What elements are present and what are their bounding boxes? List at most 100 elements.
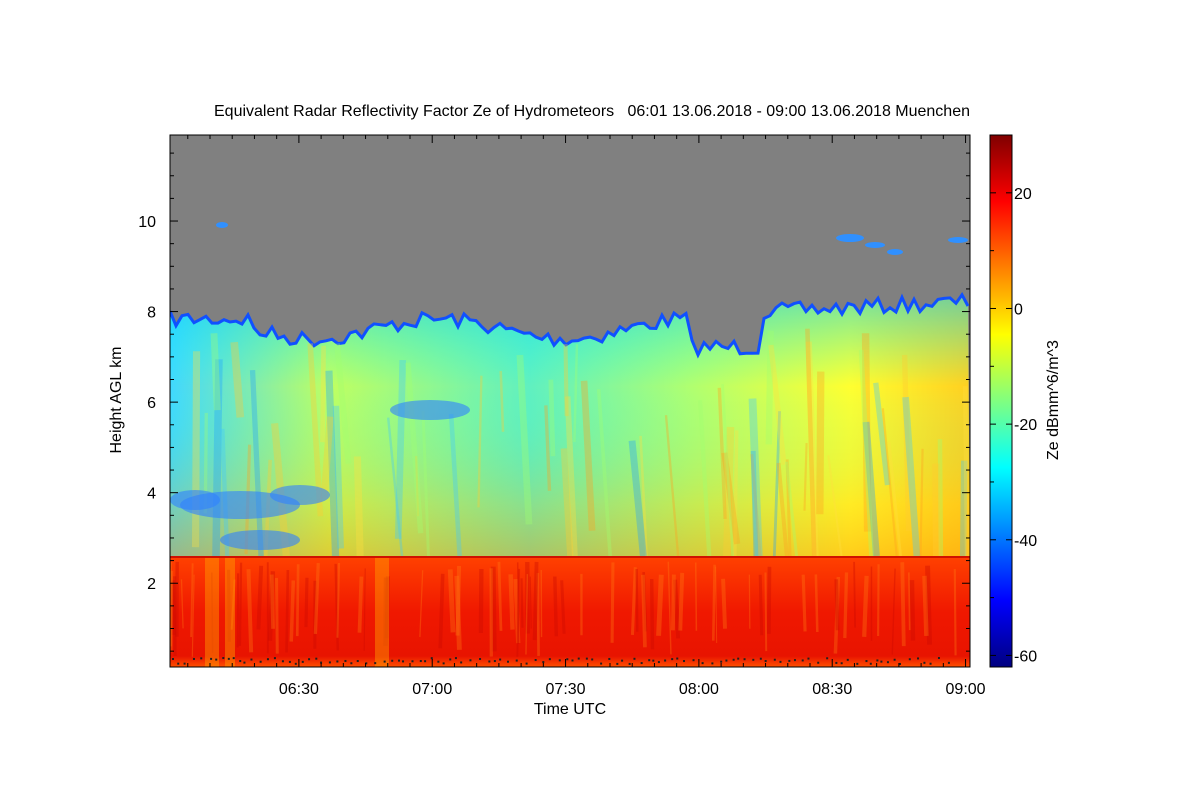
clutter-dot [835, 662, 837, 664]
rain-streak [359, 577, 361, 633]
clutter-dot [411, 660, 413, 662]
clutter-dot [391, 660, 393, 662]
clutter-dot [402, 660, 404, 662]
colorbar-tick-label: 0 [1014, 301, 1023, 318]
clutter-dot [535, 659, 537, 661]
clutter-dot [302, 661, 304, 663]
cirrus-patch [948, 237, 968, 243]
clutter-dot [880, 661, 882, 663]
clutter-dot [658, 661, 660, 663]
rain-streak [816, 574, 817, 632]
clutter-dot [243, 662, 245, 664]
clutter-dot [909, 658, 911, 660]
colorbar-label: Ze dBmm^6/m^3 [1045, 340, 1062, 460]
clutter-dot [948, 662, 950, 664]
clutter-dot [431, 657, 433, 659]
x-tick-label: 08:00 [679, 681, 719, 698]
rain-streak [836, 579, 837, 630]
rain-streak [673, 575, 674, 631]
rain-streak [240, 563, 241, 646]
rain-streak [258, 566, 261, 630]
clutter-dot [693, 659, 695, 661]
clutter-dot [200, 657, 202, 659]
rain-streak [637, 569, 638, 632]
clutter-dot [344, 660, 346, 662]
colorbar: 200-20-40-60 Ze dBmm^6/m^3 [990, 135, 1062, 667]
clutter-dot [274, 657, 276, 659]
clutter-dot [507, 661, 509, 663]
clutter-dot [930, 663, 932, 665]
clutter-dot [424, 660, 426, 662]
clutter-dot [566, 658, 568, 660]
cirrus-patch [887, 249, 903, 255]
rain-streak [912, 580, 913, 640]
weak-rain-column [375, 556, 389, 667]
rain-streak [864, 576, 866, 637]
fall-streak [936, 464, 937, 557]
clutter-dot [817, 662, 819, 664]
rain-streak [511, 574, 513, 629]
clutter-dot [765, 660, 767, 662]
fall-streak [196, 351, 197, 547]
fall-streak [357, 456, 360, 556]
clutter-dot [841, 662, 843, 664]
clutter-dot [398, 660, 400, 662]
clutter-dot [578, 658, 580, 660]
clutter-dot [260, 661, 262, 663]
cirrus-patch [836, 234, 864, 242]
clutter-dot [652, 660, 654, 662]
clutter-dot [616, 663, 618, 665]
fall-streak [566, 344, 567, 416]
y-tick-label: 10 [138, 214, 156, 231]
clutter-dot [350, 662, 352, 664]
fall-streak [398, 360, 402, 539]
clutter-dot [443, 662, 445, 664]
clutter-dot [621, 660, 623, 662]
rain-streak [272, 575, 273, 629]
rain-streak [924, 576, 926, 636]
rain-streak [535, 562, 537, 640]
clutter-dot [887, 661, 889, 663]
clutter-dot [384, 661, 386, 663]
rain-streak [538, 573, 539, 656]
clutter-dot [702, 662, 704, 664]
rain-streak [493, 567, 494, 652]
clutter-dot [228, 658, 230, 660]
rain-streak [955, 569, 956, 655]
clutter-dot [315, 658, 317, 660]
clutter-dot [807, 658, 809, 660]
rain-streak [723, 579, 725, 629]
rain-streak [680, 573, 682, 631]
rain-streak [659, 575, 662, 636]
clutter-dot [774, 659, 776, 661]
weak-rain-column [225, 556, 235, 667]
clutter-dot [760, 658, 762, 660]
clutter-dot [737, 658, 739, 660]
clutter-dot [374, 662, 376, 664]
clutter-dot [308, 658, 310, 660]
clutter-dot [664, 660, 666, 662]
colorbar-tick-label: 20 [1014, 186, 1032, 203]
colorbar-tick-label: -20 [1014, 417, 1037, 434]
y-tick-label: 4 [147, 486, 156, 503]
clutter-dot [549, 658, 551, 660]
clutter-dot [282, 660, 284, 662]
clutter-dot [494, 660, 496, 662]
rain-streak [902, 562, 904, 646]
clutter-dot [629, 663, 631, 665]
rain-streak [291, 580, 293, 641]
low-reflectivity-patch [270, 485, 330, 505]
clutter-dot [826, 657, 828, 659]
clutter-dot [633, 658, 635, 660]
clutter-dot [894, 659, 896, 661]
rain-streak [612, 562, 613, 642]
y-tick-label: 6 [147, 395, 156, 412]
clutter-dot [455, 657, 457, 659]
rain-streak [249, 569, 252, 652]
rain-streak [765, 572, 766, 651]
rain-streak [769, 567, 770, 634]
clutter-dot [938, 657, 940, 659]
clutter-dot [733, 659, 735, 661]
rain-streak [440, 574, 442, 648]
